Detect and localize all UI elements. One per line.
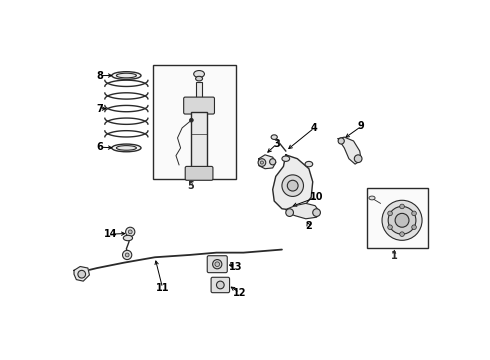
- Circle shape: [412, 225, 416, 230]
- Circle shape: [412, 211, 416, 216]
- Circle shape: [388, 206, 416, 234]
- Ellipse shape: [194, 71, 204, 77]
- Ellipse shape: [117, 145, 136, 150]
- Text: 1: 1: [391, 251, 398, 261]
- Circle shape: [78, 270, 86, 278]
- Circle shape: [338, 138, 344, 144]
- Ellipse shape: [369, 196, 375, 200]
- Text: 11: 11: [156, 283, 170, 293]
- Circle shape: [313, 209, 320, 216]
- FancyBboxPatch shape: [185, 166, 213, 180]
- Ellipse shape: [282, 156, 290, 161]
- Circle shape: [282, 175, 303, 197]
- Polygon shape: [74, 266, 89, 281]
- Ellipse shape: [117, 73, 136, 78]
- Polygon shape: [338, 137, 361, 164]
- Text: 4: 4: [311, 123, 318, 133]
- Text: 5: 5: [188, 181, 195, 192]
- Circle shape: [400, 232, 404, 237]
- Circle shape: [270, 159, 276, 165]
- Circle shape: [125, 227, 135, 237]
- Text: 3: 3: [273, 139, 280, 149]
- Ellipse shape: [123, 235, 132, 241]
- Ellipse shape: [305, 161, 313, 167]
- Text: 12: 12: [233, 288, 246, 298]
- Polygon shape: [259, 155, 276, 169]
- Polygon shape: [273, 155, 313, 210]
- Bar: [192, 112, 207, 168]
- Circle shape: [287, 180, 298, 191]
- Circle shape: [388, 211, 392, 216]
- Circle shape: [395, 213, 409, 227]
- FancyBboxPatch shape: [207, 256, 227, 273]
- Circle shape: [400, 204, 404, 209]
- Circle shape: [388, 225, 392, 230]
- Ellipse shape: [196, 76, 202, 81]
- Circle shape: [125, 253, 129, 257]
- FancyBboxPatch shape: [211, 277, 229, 293]
- Bar: [367, 188, 428, 248]
- Bar: [153, 65, 237, 179]
- Circle shape: [122, 250, 132, 260]
- Circle shape: [190, 118, 193, 122]
- Ellipse shape: [217, 281, 224, 289]
- Text: 2: 2: [305, 221, 312, 231]
- Ellipse shape: [112, 72, 141, 80]
- Circle shape: [260, 161, 264, 164]
- Text: 7: 7: [96, 104, 103, 114]
- Text: 8: 8: [96, 71, 103, 81]
- Text: 9: 9: [358, 121, 365, 131]
- Ellipse shape: [112, 144, 141, 152]
- Ellipse shape: [215, 262, 220, 266]
- Circle shape: [354, 155, 362, 163]
- Ellipse shape: [271, 135, 277, 139]
- Polygon shape: [286, 203, 319, 219]
- Bar: [196, 82, 202, 99]
- FancyBboxPatch shape: [184, 97, 215, 114]
- Circle shape: [258, 159, 266, 166]
- Text: 13: 13: [229, 261, 243, 271]
- Circle shape: [286, 209, 294, 216]
- Circle shape: [382, 200, 422, 240]
- Ellipse shape: [213, 260, 222, 269]
- Text: 6: 6: [96, 142, 103, 152]
- Text: 14: 14: [103, 229, 117, 239]
- Text: 10: 10: [310, 192, 323, 202]
- Circle shape: [128, 230, 132, 234]
